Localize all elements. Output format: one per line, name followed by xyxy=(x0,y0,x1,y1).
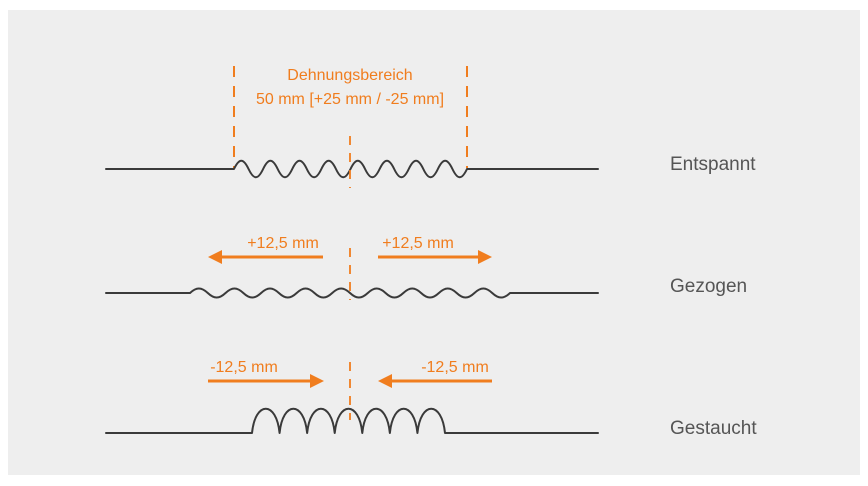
compress-right-label: -12,5 mm xyxy=(421,359,489,376)
row-label-compressed: Gestaucht xyxy=(670,418,757,439)
range-value: 50 mm [+25 mm / -25 mm] xyxy=(256,91,444,108)
extended-bellows-line xyxy=(105,287,599,299)
row-label-relaxed: Entspannt xyxy=(670,154,756,175)
compress-left-label: -12,5 mm xyxy=(210,359,278,376)
extend-left-label: +12,5 mm xyxy=(247,235,319,252)
extend-right-arrow-head xyxy=(478,250,492,264)
row-label-extended: Gezogen xyxy=(670,276,747,297)
range-title: Dehnungsbereich xyxy=(287,67,412,84)
extend-left-arrow-head xyxy=(208,250,222,264)
compress-right-arrow-head xyxy=(378,374,392,388)
compress-left-arrow-head xyxy=(310,374,324,388)
relaxed-bellows-line xyxy=(105,159,599,179)
diagram-panel xyxy=(8,10,860,475)
extend-right-label: +12,5 mm xyxy=(382,235,454,252)
compressed-bellows-line xyxy=(105,407,599,434)
